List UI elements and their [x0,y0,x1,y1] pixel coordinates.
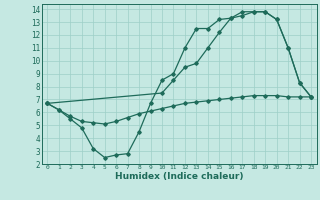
X-axis label: Humidex (Indice chaleur): Humidex (Indice chaleur) [115,172,244,181]
